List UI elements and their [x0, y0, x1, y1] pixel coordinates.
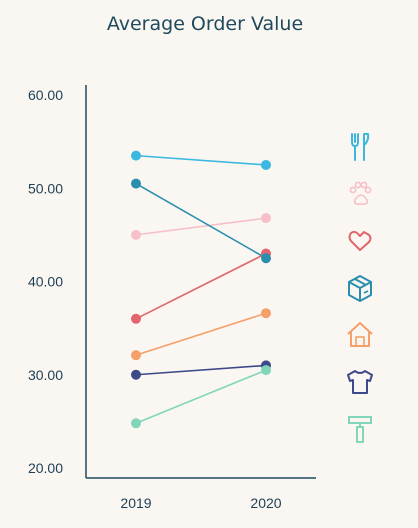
data-point [261, 308, 271, 319]
series-line [135, 154, 267, 166]
data-point [131, 150, 141, 161]
y-tick-label: 20.00 [28, 460, 63, 476]
data-point [131, 178, 141, 189]
data-point [131, 229, 141, 240]
data-point [261, 365, 271, 376]
x-tick-label: 2020 [250, 495, 281, 511]
data-point [261, 253, 271, 264]
data-point [131, 313, 141, 324]
y-tick-label: 60.00 [28, 87, 63, 103]
data-point [131, 350, 141, 361]
series-line [135, 369, 267, 424]
series-line [135, 312, 267, 356]
data-point [261, 213, 271, 224]
x-tick-label: 2019 [120, 495, 151, 511]
fork-knife-icon [351, 133, 370, 161]
series-points [131, 150, 271, 429]
paw-icon [349, 181, 372, 205]
house-icon [347, 322, 373, 347]
data-point [131, 369, 141, 380]
box-icon [348, 275, 372, 302]
series-line [135, 364, 267, 376]
y-tick-label: 50.00 [28, 180, 63, 196]
y-tick-label: 30.00 [28, 367, 63, 383]
data-point [261, 159, 271, 170]
series-lines [135, 154, 267, 424]
axes: 20.00 30.00 40.00 50.00 60.00 2019 2020 [28, 85, 316, 511]
series-line [135, 217, 267, 236]
razor-icon [348, 416, 372, 443]
shirt-icon [347, 370, 373, 394]
legend [347, 133, 373, 443]
y-tick-label: 40.00 [28, 274, 63, 290]
chart-title: Average Order Value [107, 13, 303, 35]
heart-icon [348, 230, 372, 251]
data-point [131, 418, 141, 429]
series-line [135, 252, 267, 320]
series-line [135, 182, 267, 259]
